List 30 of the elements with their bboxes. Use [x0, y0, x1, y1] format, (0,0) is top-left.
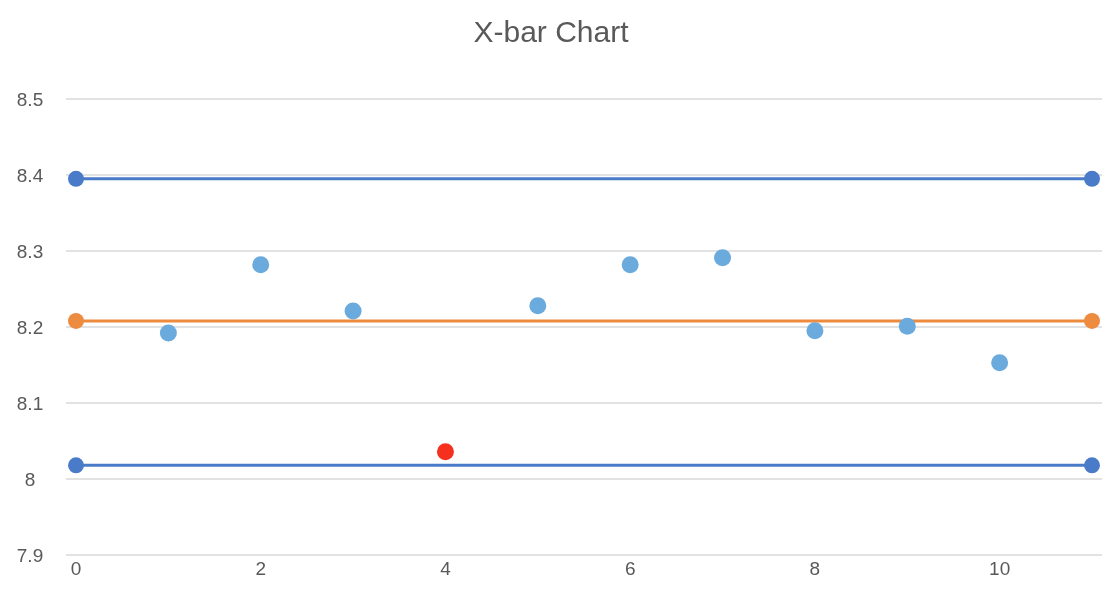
point — [1084, 457, 1100, 474]
y-tick-label: 8 — [24, 468, 36, 490]
point — [621, 256, 639, 274]
point — [68, 457, 84, 474]
y-tick-label: 8.5 — [16, 88, 44, 110]
x-tick-label: 10 — [989, 558, 1011, 579]
y-tick-label: 8.2 — [16, 316, 44, 338]
x-tick-label: 2 — [255, 558, 267, 579]
point — [159, 324, 177, 342]
point — [806, 322, 824, 340]
point — [991, 354, 1009, 372]
point — [898, 317, 916, 335]
chart-title: X-bar Chart — [473, 15, 630, 48]
x-tick-label: 8 — [809, 558, 821, 579]
point — [68, 170, 84, 187]
point — [344, 302, 362, 320]
x-tick-label: 0 — [70, 558, 82, 579]
y-tick-label: 8.3 — [16, 240, 44, 262]
point — [1084, 170, 1100, 187]
point — [252, 256, 270, 274]
point — [68, 312, 84, 329]
x-tick-label: 4 — [440, 558, 452, 579]
y-tick-label: 8.4 — [16, 164, 44, 186]
x-tick-label: 6 — [624, 558, 636, 579]
point — [436, 443, 454, 461]
point — [714, 249, 732, 267]
y-tick-label: 7.9 — [16, 544, 44, 566]
point — [1084, 312, 1100, 329]
y-tick-label: 8.1 — [16, 392, 44, 414]
point — [529, 297, 547, 315]
